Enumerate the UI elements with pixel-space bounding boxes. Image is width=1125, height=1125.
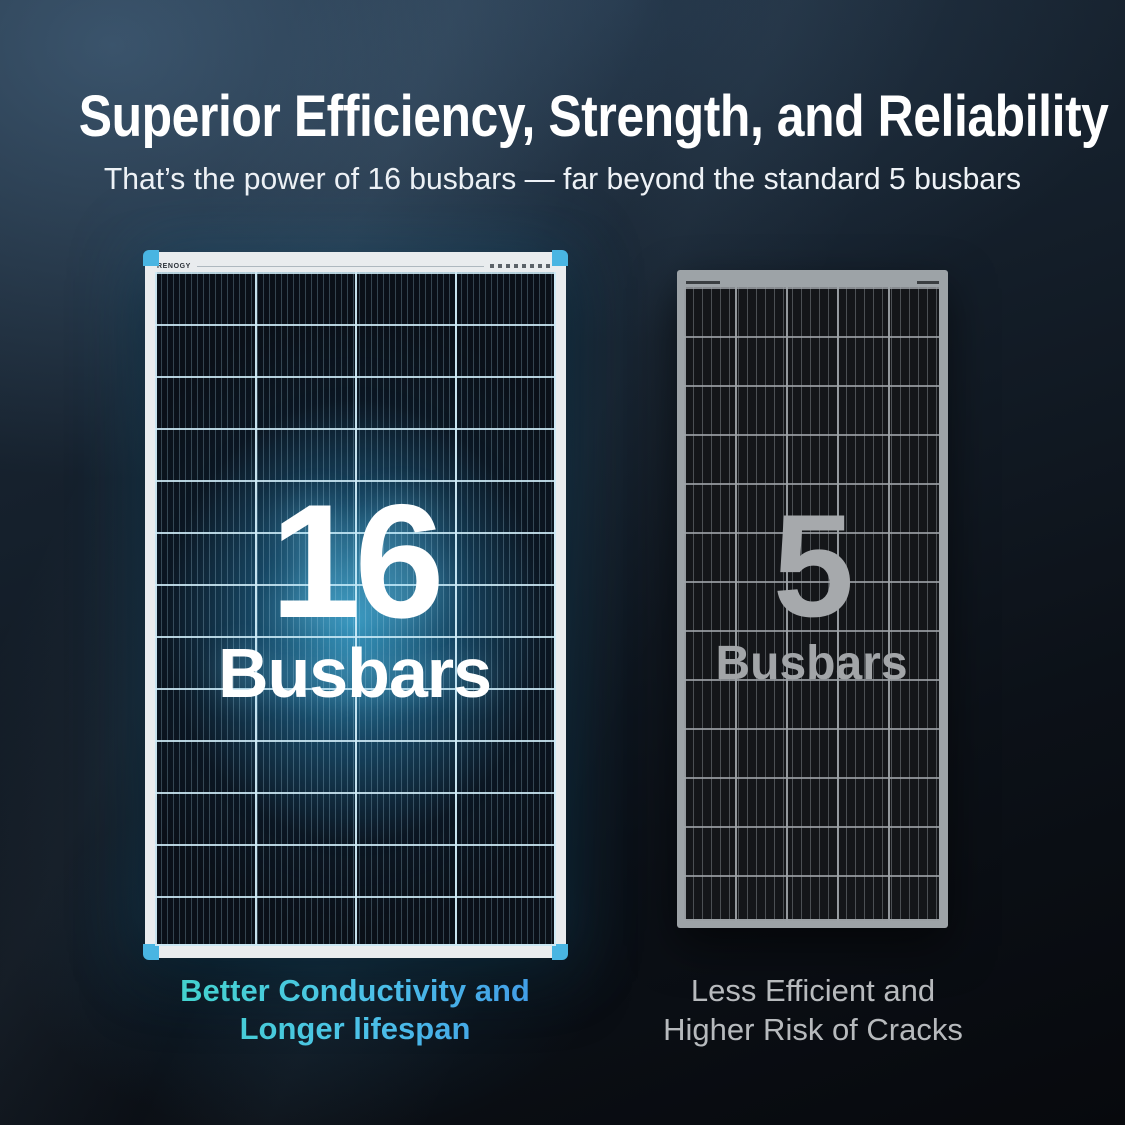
busbar-word-5: Busbars	[715, 636, 908, 690]
page-title: Superior Efficiency, Strength, and Relia…	[78, 84, 1109, 149]
corner-accent-icon	[552, 944, 568, 960]
page-subtitle: That’s the power of 16 busbars — far bey…	[103, 161, 1022, 196]
corner-accent-icon	[143, 250, 159, 266]
left-panel-caption: Better Conductivity and Longer lifespan	[125, 972, 585, 1048]
brand-label: RENOGY	[157, 262, 191, 270]
solar-cells-grid-5: 5 Busbars	[684, 287, 941, 921]
right-caption-line1: Less Efficient and	[690, 973, 936, 1008]
busbar-count-16: 16	[270, 470, 444, 652]
corner-accent-icon	[552, 250, 568, 266]
frame-mark	[917, 280, 939, 284]
corner-accent-icon	[143, 944, 159, 960]
solar-panel-5-busbars: 5 Busbars	[677, 270, 948, 928]
busbar-count-5: 5	[772, 484, 854, 648]
busbar-callout-5: 5 Busbars	[684, 281, 939, 913]
busbar-word-16: Busbars	[217, 634, 492, 713]
panel-frame-label-strip: RENOGY	[155, 260, 556, 272]
left-caption-line1: Better Conductivity and	[180, 973, 530, 1008]
busbar-callout-16: 16 Busbars	[155, 266, 554, 938]
left-caption-line2: Longer lifespan	[239, 1010, 471, 1046]
frame-divider-line	[196, 265, 484, 267]
solar-cells-grid-16: 16 Busbars	[155, 272, 556, 946]
panel-frame-label-strip	[684, 277, 941, 287]
right-panel-caption: Less Efficient and Higher Risk of Cracks	[588, 972, 1038, 1050]
frame-mark	[686, 280, 720, 284]
certification-marks	[490, 264, 554, 268]
solar-panel-16-busbars: RENOGY 16 Busbars	[143, 250, 568, 960]
right-caption-line2: Higher Risk of Cracks	[663, 1011, 963, 1047]
